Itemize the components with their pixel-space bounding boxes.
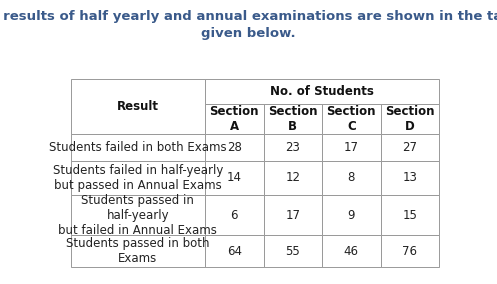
Text: 8: 8 bbox=[348, 171, 355, 184]
Bar bbox=[322, 104, 381, 133]
Bar bbox=[263, 161, 322, 195]
Text: 23: 23 bbox=[285, 141, 300, 154]
Text: Section
A: Section A bbox=[210, 105, 259, 133]
Text: 64: 64 bbox=[227, 245, 242, 258]
Text: 6: 6 bbox=[231, 208, 238, 222]
Bar bbox=[205, 161, 263, 195]
Bar bbox=[381, 195, 439, 235]
Text: Section
D: Section D bbox=[385, 105, 434, 133]
Text: Section
B: Section B bbox=[268, 105, 318, 133]
Bar bbox=[71, 161, 205, 195]
Text: 9: 9 bbox=[347, 208, 355, 222]
Text: 13: 13 bbox=[402, 171, 417, 184]
Text: 17: 17 bbox=[285, 208, 300, 222]
Bar bbox=[263, 133, 322, 161]
Bar bbox=[263, 104, 322, 133]
Bar bbox=[381, 161, 439, 195]
Text: The results of half yearly and annual examinations are shown in the table
given : The results of half yearly and annual ex… bbox=[0, 10, 497, 40]
Bar bbox=[205, 79, 439, 104]
Bar bbox=[205, 235, 263, 267]
Text: Students passed in
half-yearly
but failed in Annual Exams: Students passed in half-yearly but faile… bbox=[58, 193, 217, 237]
Text: Result: Result bbox=[117, 100, 159, 113]
Text: Students failed in both Exams: Students failed in both Exams bbox=[49, 141, 227, 154]
Text: 17: 17 bbox=[344, 141, 359, 154]
Bar bbox=[381, 104, 439, 133]
Text: Students passed in both
Exams: Students passed in both Exams bbox=[66, 237, 210, 265]
Text: 76: 76 bbox=[402, 245, 417, 258]
Text: 14: 14 bbox=[227, 171, 242, 184]
Bar bbox=[322, 195, 381, 235]
Bar bbox=[381, 235, 439, 267]
Text: 15: 15 bbox=[402, 208, 417, 222]
Text: No. of Students: No. of Students bbox=[270, 85, 374, 98]
Text: Section
C: Section C bbox=[327, 105, 376, 133]
Bar bbox=[205, 195, 263, 235]
Text: 28: 28 bbox=[227, 141, 242, 154]
Bar bbox=[71, 79, 205, 133]
Text: 46: 46 bbox=[344, 245, 359, 258]
Bar bbox=[71, 235, 205, 267]
Bar bbox=[71, 195, 205, 235]
Bar bbox=[71, 133, 205, 161]
Text: 12: 12 bbox=[285, 171, 300, 184]
Text: 55: 55 bbox=[285, 245, 300, 258]
Bar bbox=[322, 133, 381, 161]
Bar bbox=[205, 104, 263, 133]
Bar bbox=[322, 235, 381, 267]
Bar bbox=[205, 133, 263, 161]
Bar bbox=[322, 161, 381, 195]
Bar bbox=[381, 133, 439, 161]
Text: Students failed in half-yearly
but passed in Annual Exams: Students failed in half-yearly but passe… bbox=[53, 164, 223, 192]
Bar bbox=[263, 195, 322, 235]
Bar bbox=[263, 235, 322, 267]
Text: 27: 27 bbox=[402, 141, 417, 154]
